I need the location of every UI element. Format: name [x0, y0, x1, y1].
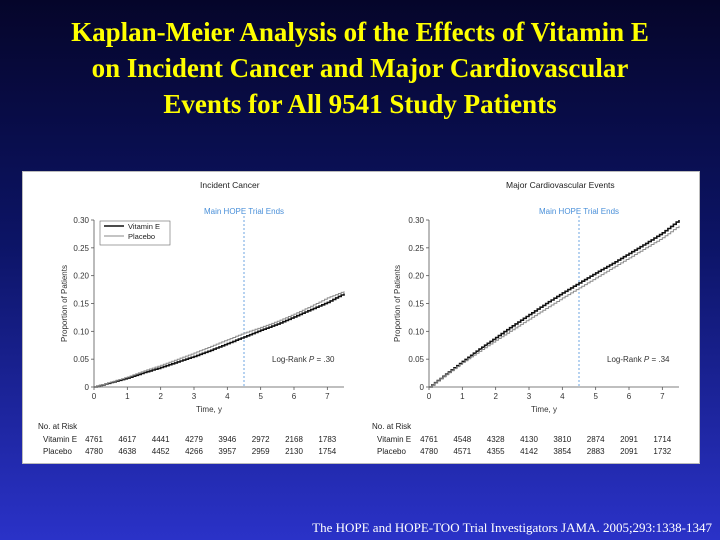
y-axis-label: Proportion of Patients: [60, 265, 69, 342]
risk-table-cell: 3810: [553, 435, 571, 444]
y-tick-label: 0.15: [73, 300, 89, 309]
x-tick-label: 5: [593, 392, 598, 401]
x-tick-label: 0: [92, 392, 97, 401]
y-tick-label: 0.25: [408, 244, 424, 253]
figure-panel: Incident Cancer 0 0.05 0.10 0.15 0.20 0.25 0.30…: [22, 171, 700, 464]
risk-table-cell: 4266: [185, 447, 203, 456]
risk-table-cell: 4571: [453, 447, 471, 456]
x-tick-label: 2: [493, 392, 498, 401]
x-tick-label: 7: [325, 392, 330, 401]
legend-placebo-label: Placebo: [128, 232, 155, 241]
y-tick-label: 0.20: [73, 272, 89, 281]
risk-table-cell: 4355: [487, 447, 505, 456]
risk-table-cell: 3946: [218, 435, 236, 444]
risk-table-cell: 4780: [85, 447, 103, 456]
y-tick-label: 0.10: [73, 327, 89, 336]
x-axis-label: Time, y: [531, 405, 557, 414]
x-tick-label: 4: [560, 392, 565, 401]
risk-table-cell: 4279: [185, 435, 203, 444]
y-tick-label: 0: [85, 383, 90, 392]
x-tick-label: 1: [125, 392, 130, 401]
y-tick-label: 0.15: [408, 300, 424, 309]
risk-table-cell: 4761: [85, 435, 103, 444]
y-tick-label: 0.10: [408, 327, 424, 336]
log-rank-label: Log-Rank P = .30: [272, 355, 335, 364]
chart-panel-2: Major Cardiovascular Events 0 0.05 0.10 0.15…: [372, 180, 680, 456]
y-tick-label: 0.05: [73, 355, 89, 364]
risk-table-cell: 2972: [252, 435, 270, 444]
risk-table-cell: 4130: [520, 435, 538, 444]
slide-title-line: Events for All 9541 Study Patients: [163, 89, 557, 119]
risk-table-cell: 2874: [587, 435, 605, 444]
legend-box: [99, 220, 171, 246]
risk-table-cell: 4328: [487, 435, 505, 444]
risk-table-cell: 3854: [553, 447, 571, 456]
trial-end-label: Main HOPE Trial Ends: [539, 207, 619, 216]
risk-table-cell: 1714: [653, 435, 671, 444]
x-tick-label: 4: [225, 392, 230, 401]
risk-table-cell: 4638: [118, 447, 136, 456]
x-tick-label: 3: [192, 392, 197, 401]
chart-panel-1: Incident Cancer 0 0.05 0.10 0.15 0.20 0.25 0.30…: [38, 180, 345, 456]
risk-table-cell: 2091: [620, 447, 638, 456]
y-tick-label: 0.20: [408, 272, 424, 281]
chart-title: Incident Cancer: [200, 180, 260, 190]
risk-table-cell: 2959: [252, 447, 270, 456]
risk-table-cell: 4452: [152, 447, 170, 456]
y-tick-label: 0: [420, 383, 425, 392]
slide-title-line: Kaplan-Meier Analysis of the Effects of …: [71, 17, 649, 47]
kaplan-meier-figure: Incident Cancer 0 0.05 0.10 0.15 0.20 0.25 0.30…: [22, 171, 700, 464]
slide-title: Kaplan-Meier Analysis of the Effects of …: [0, 14, 720, 122]
legend-vitamin-e-label: Vitamin E: [128, 222, 160, 231]
risk-table-cell: 4142: [520, 447, 538, 456]
risk-table-row-label: Placebo: [43, 447, 72, 456]
vitamin-e-curve: [429, 220, 680, 388]
y-tick-label: 0.30: [408, 216, 424, 225]
citation: The HOPE and HOPE-TOO Trial Investigator…: [312, 520, 712, 535]
risk-table-header: No. at Risk: [372, 422, 412, 431]
vitamin-e-curve: [94, 293, 345, 388]
x-tick-label: 6: [627, 392, 632, 401]
log-rank-label: Log-Rank P = .34: [607, 355, 670, 364]
x-tick-label: 2: [158, 392, 163, 401]
placebo-curve: [429, 225, 680, 388]
risk-table-row-label: Placebo: [377, 447, 406, 456]
risk-table-cell: 3957: [218, 447, 236, 456]
risk-table-cell: 2168: [285, 435, 303, 444]
x-tick-label: 6: [292, 392, 297, 401]
figure-border: [22, 171, 700, 464]
trial-end-label: Main HOPE Trial Ends: [204, 207, 284, 216]
risk-table-row-label: Vitamin E: [377, 435, 411, 444]
x-tick-label: 1: [460, 392, 465, 401]
risk-table-cell: 1783: [318, 435, 336, 444]
placebo-curve: [94, 291, 345, 388]
y-axis-label: Proportion of Patients: [393, 265, 402, 342]
risk-table-cell: 4780: [420, 447, 438, 456]
risk-table-row-label: Vitamin E: [43, 435, 77, 444]
x-tick-label: 7: [660, 392, 665, 401]
x-axis-label: Time, y: [196, 405, 222, 414]
x-tick-label: 5: [258, 392, 263, 401]
y-tick-label: 0.25: [73, 244, 89, 253]
risk-table-cell: 4441: [152, 435, 170, 444]
risk-table-cell: 1754: [318, 447, 336, 456]
risk-table-cell: 2883: [587, 447, 605, 456]
risk-table-cell: 4548: [453, 435, 471, 444]
risk-table-cell: 4617: [118, 435, 136, 444]
risk-table-cell: 2130: [285, 447, 303, 456]
risk-table-cell: 1732: [653, 447, 671, 456]
risk-table-cell: 4761: [420, 435, 438, 444]
risk-table-header: No. at Risk: [38, 422, 78, 431]
chart-title: Major Cardiovascular Events: [506, 180, 615, 190]
x-tick-label: 0: [427, 392, 432, 401]
slide-title-line: on Incident Cancer and Major Cardiovascu…: [91, 53, 629, 83]
y-tick-label: 0.05: [408, 355, 424, 364]
risk-table-cell: 2091: [620, 435, 638, 444]
y-tick-label: 0.30: [73, 216, 89, 225]
x-tick-label: 3: [527, 392, 532, 401]
